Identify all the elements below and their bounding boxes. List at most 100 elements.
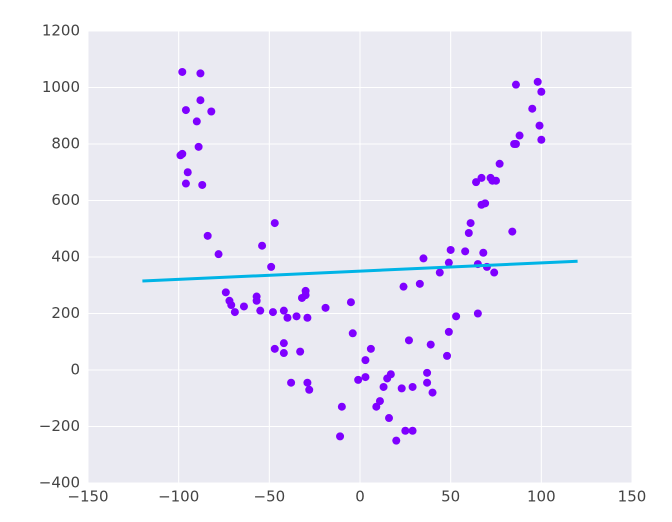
scatter-point (443, 351, 452, 360)
scatter-point (230, 308, 239, 317)
scatter-point (192, 117, 201, 126)
scatter-point (537, 87, 546, 96)
scatter-point (203, 231, 212, 240)
scatter-point (279, 306, 288, 315)
scatter-point (267, 262, 276, 271)
scatter-point (533, 77, 542, 86)
scatter-point (214, 250, 223, 259)
scatter-point (444, 327, 453, 336)
scatter-point (346, 298, 355, 307)
scatter-point (528, 104, 537, 113)
scatter-point (252, 296, 261, 305)
scatter-point (401, 426, 410, 435)
scatter-point (385, 414, 394, 423)
scatter-point (198, 180, 207, 189)
scatter-point (481, 199, 490, 208)
scatter-point (361, 373, 370, 382)
scatter-point (196, 96, 205, 105)
scatter-point (392, 436, 401, 445)
scatter-point (194, 142, 203, 151)
y-tick-label: 400 (51, 248, 80, 266)
scatter-point (399, 282, 408, 291)
scatter-point (303, 313, 312, 322)
scatter-point (283, 313, 292, 322)
scatter-point (492, 176, 500, 185)
scatter-point (366, 344, 375, 353)
scatter-point (375, 397, 384, 406)
scatter-point (270, 219, 279, 228)
scatter-point (511, 140, 520, 148)
scatter-point (404, 336, 413, 345)
scatter-point (268, 308, 277, 317)
scatter-point (515, 131, 524, 140)
scatter-point (495, 159, 504, 168)
scatter-point (270, 344, 279, 353)
scatter-point (296, 347, 305, 356)
scatter-point (321, 303, 330, 312)
scatter-point (207, 107, 216, 116)
y-tick-label: 1200 (42, 22, 80, 40)
scatter-point (256, 306, 265, 315)
scatter-point (511, 80, 520, 89)
scatter-point (305, 385, 314, 394)
scatter-point (408, 426, 417, 435)
scatter-point (336, 432, 345, 441)
scatter-point (287, 378, 296, 387)
y-tick-label: 0 (70, 361, 80, 379)
scatter-point (386, 370, 395, 379)
scatter-point (466, 219, 475, 228)
scatter-point (444, 258, 453, 267)
scatter-point (379, 382, 388, 391)
scatter-point (508, 227, 517, 236)
scatter-point (435, 268, 444, 277)
scatter-point (419, 254, 428, 263)
scatter-point (461, 247, 470, 256)
scatter-point (426, 340, 435, 349)
y-tick-label: 1000 (42, 78, 80, 96)
scatter-point (181, 179, 190, 188)
y-tick-label: −400 (39, 474, 80, 492)
scatter-point (415, 279, 424, 288)
scatter-point (292, 312, 301, 321)
scatter-point (348, 329, 357, 338)
scatter-point (221, 288, 230, 297)
scatter-point (303, 378, 312, 387)
scatter-point (227, 301, 236, 310)
scatter-point (279, 339, 288, 348)
x-tick-label: −150 (67, 488, 108, 506)
scatter-point (423, 368, 432, 377)
scatter-point (279, 349, 288, 358)
scatter-point (258, 241, 267, 250)
y-tick-label: 800 (51, 135, 80, 153)
scatter-point (490, 268, 499, 277)
scatter-point (301, 291, 310, 300)
scatter-point (452, 312, 461, 321)
x-tick-label: 0 (355, 488, 365, 506)
y-tick-label: 600 (51, 191, 80, 209)
scatter-point (183, 168, 192, 177)
fit-line (142, 259, 578, 283)
scatter-point (408, 382, 417, 391)
scatter-point (181, 106, 190, 115)
scatter-point (446, 245, 455, 254)
x-tick-label: 150 (618, 488, 647, 506)
scatter-point (354, 375, 363, 384)
scatter-point (423, 378, 432, 387)
scatter-point (196, 69, 205, 78)
scatter-point (479, 248, 488, 257)
scatter-point (537, 135, 546, 144)
scatter-point (535, 121, 544, 130)
scatter-point (178, 67, 187, 76)
scatter-point (477, 173, 486, 182)
scatter-point (361, 356, 370, 365)
scatter-point (397, 384, 406, 393)
x-tick-label: −100 (158, 488, 199, 506)
x-tick-label: 100 (527, 488, 556, 506)
x-tick-label: 50 (441, 488, 460, 506)
y-tick-label: −200 (39, 417, 80, 435)
y-tick-label: 200 (51, 304, 80, 322)
scatter-point (464, 228, 473, 237)
scatter-point (472, 178, 481, 187)
